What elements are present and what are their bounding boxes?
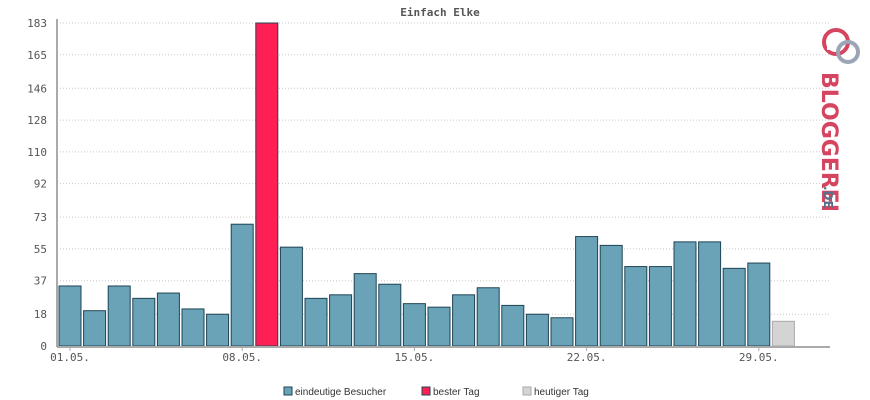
x-tick-label: 22.05. <box>567 351 607 364</box>
bar-best-day <box>255 22 279 347</box>
y-tick-label: 110 <box>27 146 47 159</box>
legend: eindeutige Besucher bester Tag heutiger Ta… <box>283 386 589 398</box>
x-tick-label: 01.05. <box>50 351 90 364</box>
x-tick-label: 29.05. <box>739 351 779 364</box>
bar <box>722 267 746 347</box>
bar <box>230 223 254 347</box>
legend-label-best: bester Tag <box>433 387 480 398</box>
y-tick-label: 146 <box>27 82 47 95</box>
legend-swatch-today <box>522 386 532 396</box>
legend-swatch-visitors <box>283 386 293 396</box>
bar <box>599 244 623 347</box>
bar <box>107 285 131 347</box>
bar <box>501 304 525 347</box>
brand-main-text: BLOGGEREI <box>816 72 841 212</box>
y-axis-ticks: 0 18 37 55 73 92 110 128 146 165 183 <box>27 17 47 353</box>
bar <box>83 310 107 347</box>
x-axis-ticks: 01.05. 08.05. 15.05. 22.05. 29.05. <box>50 347 779 364</box>
legend-label-today: heutiger Tag <box>534 387 589 398</box>
bar <box>279 246 303 347</box>
bar <box>402 303 426 347</box>
bar <box>378 283 402 347</box>
bar <box>353 273 377 347</box>
bar <box>648 266 672 347</box>
bar <box>476 287 500 347</box>
bar <box>525 313 549 347</box>
bar <box>575 236 599 347</box>
y-tick-label: 92 <box>34 178 47 191</box>
bars <box>58 22 795 347</box>
y-tick-label: 128 <box>27 114 47 127</box>
bar <box>156 292 180 347</box>
y-tick-label: 73 <box>34 211 47 224</box>
bar <box>427 306 451 347</box>
bar <box>329 294 353 347</box>
x-tick-label: 15.05. <box>395 351 435 364</box>
bar <box>698 241 722 347</box>
axes <box>56 19 830 348</box>
bar <box>550 317 574 347</box>
bar-today <box>771 320 795 347</box>
bar <box>132 297 156 347</box>
y-tick-label: 37 <box>34 275 47 288</box>
bar <box>624 266 648 347</box>
legend-swatch-best <box>421 386 431 396</box>
bar <box>673 241 697 347</box>
bar <box>206 313 230 347</box>
y-tick-label: 55 <box>34 243 47 256</box>
x-tick-label: 08.05. <box>222 351 262 364</box>
brand-suffix-text: .DE <box>821 186 835 209</box>
bar <box>58 285 82 347</box>
bar <box>747 262 771 347</box>
y-tick-label: 18 <box>34 308 47 321</box>
bar <box>304 297 328 347</box>
y-tick-label: 0 <box>40 340 47 353</box>
chart-title: Einfach Elke <box>400 6 480 19</box>
bloggerei-logo-icon <box>822 28 860 65</box>
bar <box>452 294 476 347</box>
bar <box>181 308 205 347</box>
legend-label-visitors: eindeutige Besucher <box>295 387 387 398</box>
y-tick-label: 183 <box>27 17 47 30</box>
y-tick-label: 165 <box>27 49 47 62</box>
bloggerei-logo: BLOGGEREI .DE <box>816 28 860 212</box>
